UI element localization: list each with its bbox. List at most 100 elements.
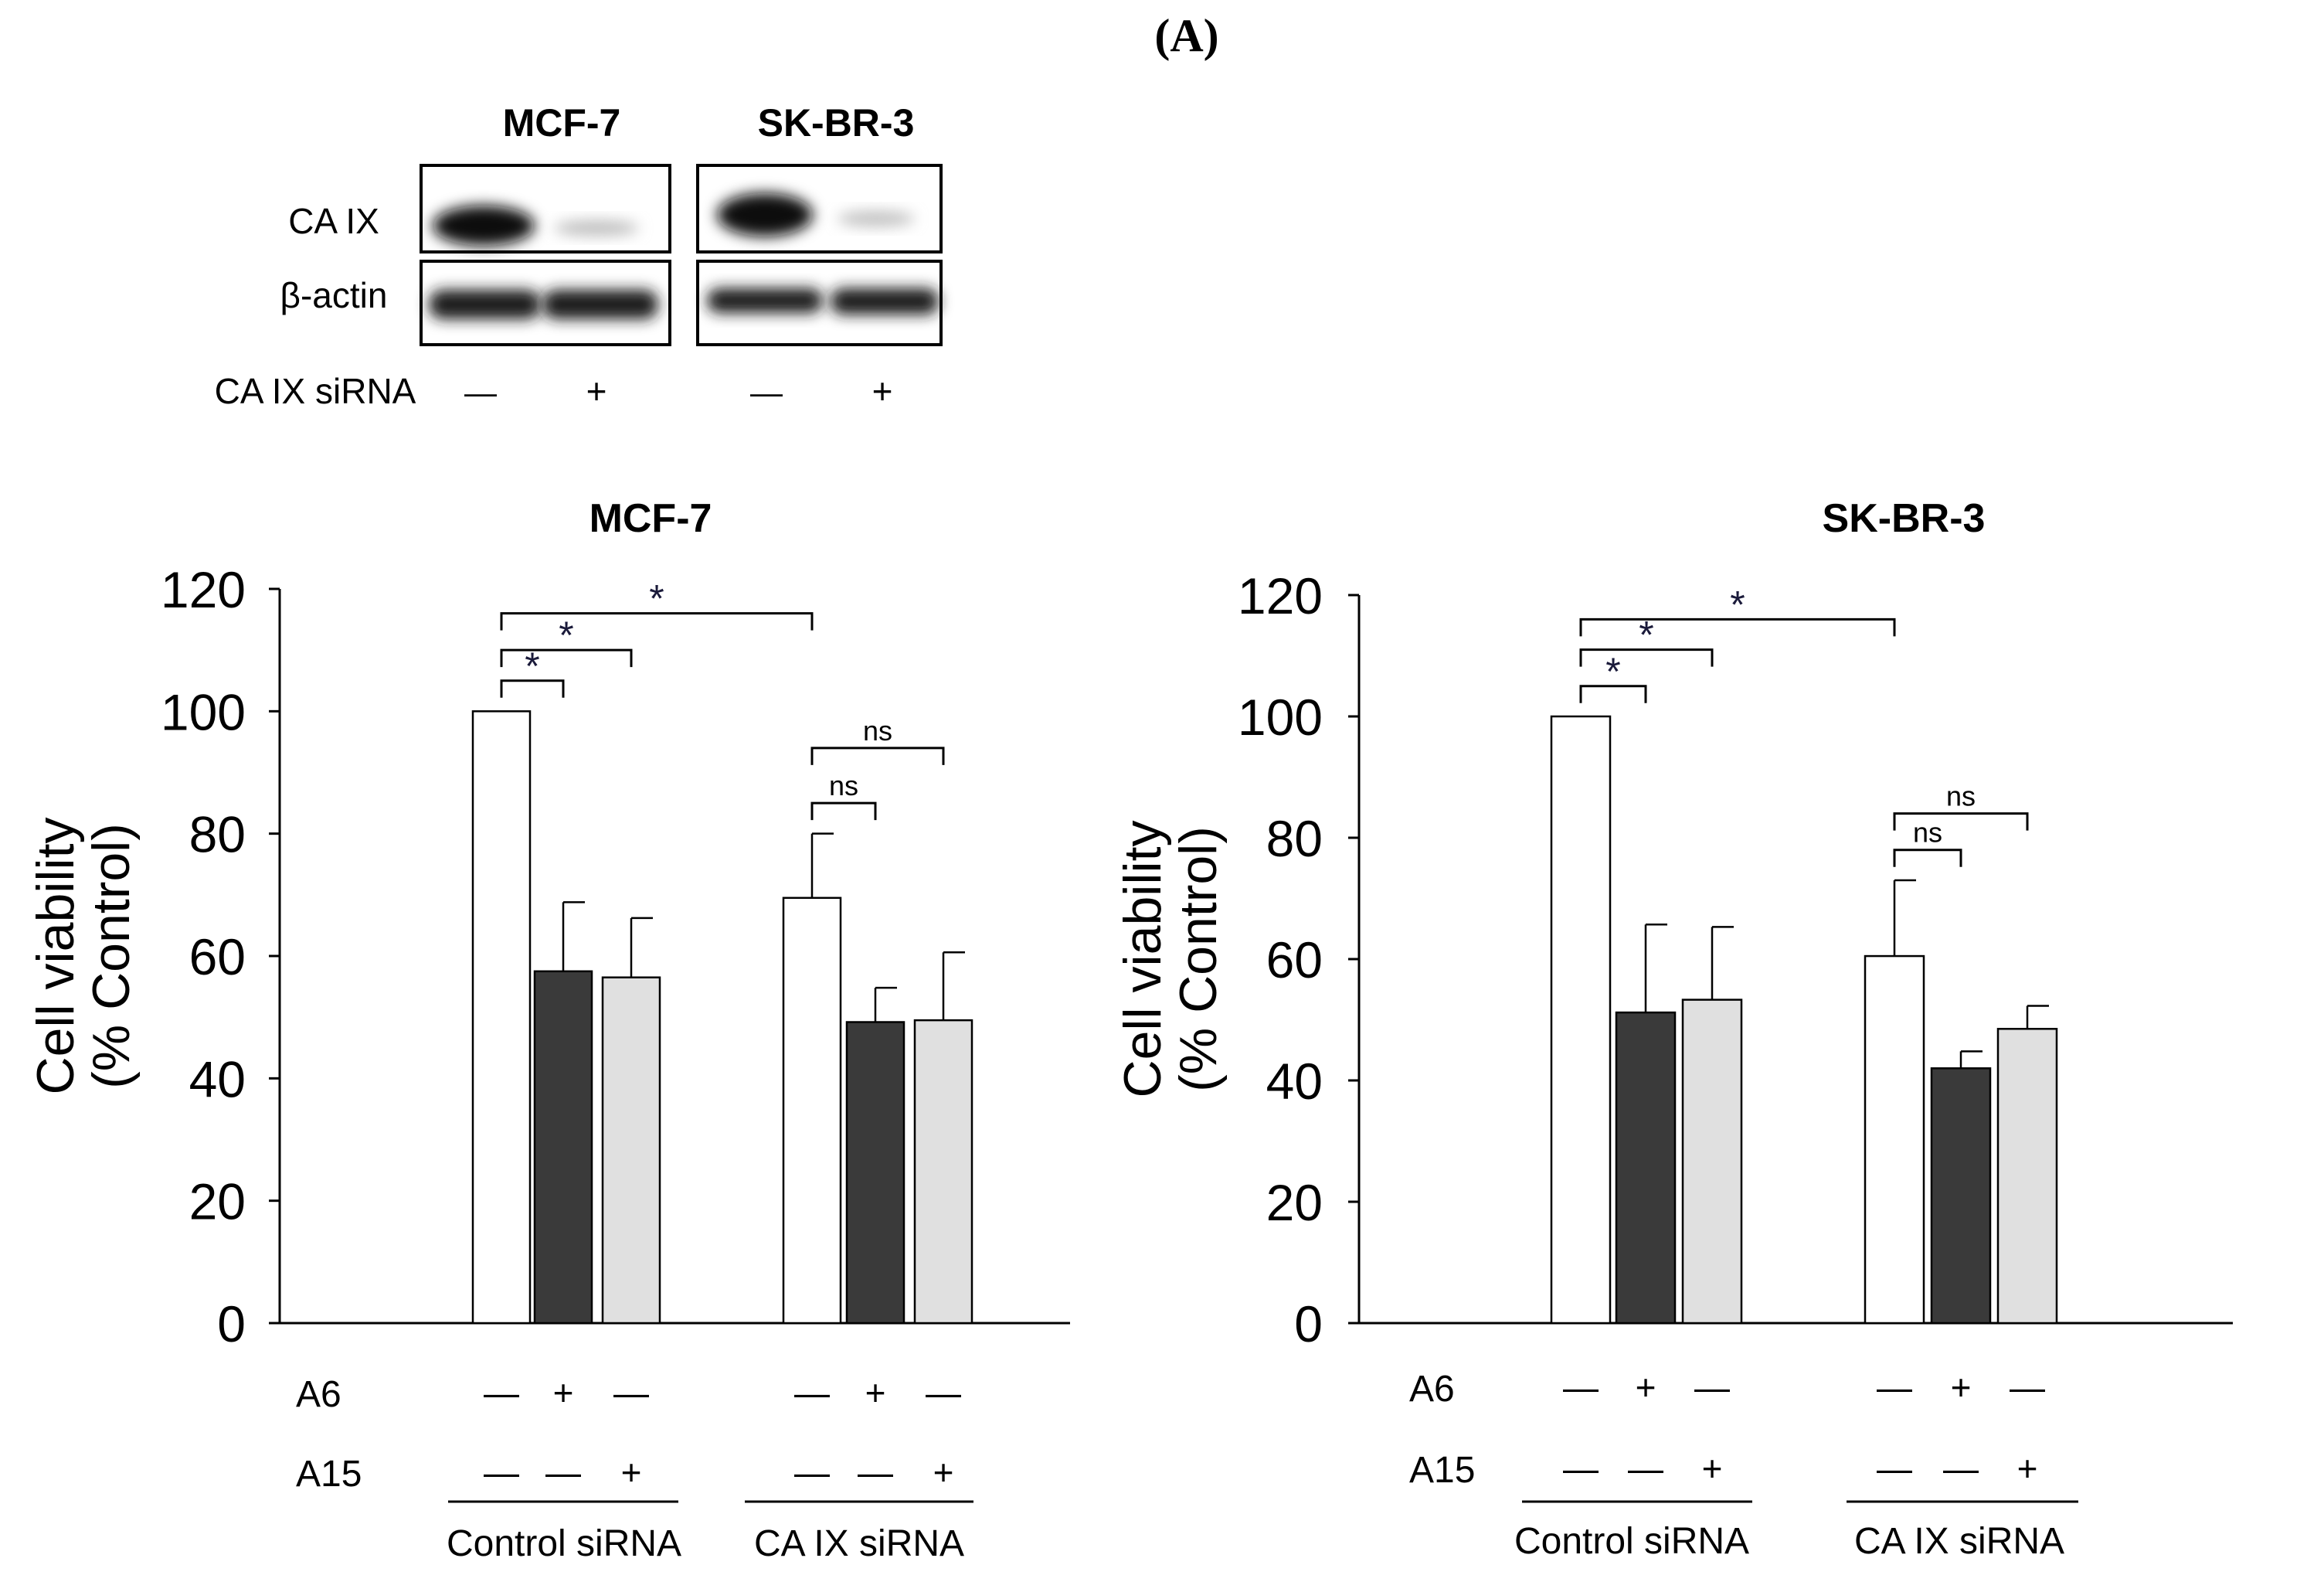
a15-sign: —	[545, 1452, 581, 1492]
row-label: A15	[296, 1454, 362, 1495]
a15-sign: +	[621, 1452, 642, 1492]
a15-sign: —	[484, 1452, 519, 1492]
a6-sign: —	[613, 1373, 649, 1413]
significance-label: ns	[829, 770, 858, 801]
blot-treatment-label: CA IX siRNA	[215, 371, 416, 411]
group-label: CA IX siRNA	[1854, 1521, 2064, 1562]
row-label: A6	[296, 1374, 341, 1415]
significance-label: ns	[1913, 817, 1942, 849]
significance-label: ns	[1946, 781, 1976, 812]
panel-label: (A)	[1154, 10, 1218, 61]
bar	[1864, 954, 1925, 1325]
y-tick-label: 60	[189, 928, 246, 985]
significance-bracket	[1893, 849, 1962, 867]
y-axis-label-line2: (% Control)	[82, 823, 141, 1089]
significance-bracket	[810, 747, 945, 765]
a6-sign: —	[1694, 1367, 1730, 1407]
band-actin-mcf7-2	[542, 290, 658, 319]
bar	[471, 710, 532, 1325]
a15-sign: —	[1877, 1448, 1912, 1488]
y-tick-label: 0	[217, 1295, 246, 1352]
y-tick-label: 80	[1266, 810, 1323, 867]
a6-sign: —	[484, 1373, 519, 1413]
a6-sign: —	[926, 1373, 961, 1413]
y-tick-label: 20	[1266, 1174, 1323, 1231]
chart-title: SK-BR-3	[1823, 496, 1986, 541]
bar	[1681, 999, 1743, 1325]
band-actin-mcf7-1	[429, 290, 541, 319]
a6-sign: +	[865, 1373, 886, 1413]
a15-sign: —	[794, 1452, 830, 1492]
significance-bracket	[500, 612, 814, 631]
bar	[782, 896, 842, 1325]
significance-bracket	[1893, 812, 2029, 831]
group-label: Control siRNA	[1514, 1521, 1749, 1562]
y-axis-label-line1: Cell viability	[1113, 821, 1172, 1098]
a6-sign: —	[1563, 1367, 1599, 1407]
group-label: CA IX siRNA	[754, 1523, 964, 1564]
western-blot: MCF-7 SK-BR-3 CA IX β-actin CA IX siRNA …	[215, 101, 943, 411]
a15-sign: +	[933, 1452, 954, 1492]
row-label: A15	[1409, 1450, 1475, 1491]
band-caix-skbr3-sirna	[838, 211, 915, 226]
blot-lane-sign-3: —	[750, 374, 783, 410]
y-tick-label: 80	[189, 806, 246, 863]
a15-sign: +	[2017, 1448, 2038, 1488]
chart-mcf7: MCF-7 Cell viability(% Control) 0 20 40 60 80 1…	[26, 496, 1070, 1564]
bar	[845, 1021, 905, 1325]
bar	[1996, 1028, 2058, 1325]
bar	[913, 1019, 973, 1325]
y-axis-label: Cell viability(% Control)	[1113, 821, 1228, 1098]
a15-sign: —	[1563, 1448, 1599, 1488]
a6-sign: —	[2010, 1367, 2045, 1407]
significance-bracket	[500, 648, 633, 668]
band-caix-mcf7-control	[433, 206, 535, 246]
bar	[601, 976, 661, 1325]
blot-row-label-caix: CA IX	[288, 201, 379, 241]
blot-lane-sign-4: +	[872, 371, 893, 411]
a6-sign: +	[553, 1373, 574, 1413]
blot-row-label-actin: β-actin	[280, 275, 388, 315]
band-caix-skbr3-control	[717, 193, 813, 236]
significance-bracket	[500, 679, 565, 698]
y-tick-label: 100	[1238, 689, 1323, 746]
a15-sign: +	[1702, 1448, 1723, 1488]
significance-label: *	[1639, 614, 1653, 657]
a15-sign: —	[1628, 1448, 1663, 1488]
y-tick-label: 60	[1266, 931, 1323, 988]
blot-lane-sign-2: +	[586, 371, 607, 411]
significance-label: *	[525, 645, 539, 688]
chart-skbr3: SK-BR-3 Cell viability(% Control) 0 20 40 60 8…	[1113, 496, 2233, 1562]
bar	[1615, 1011, 1677, 1325]
y-tick-label: 0	[1294, 1295, 1323, 1352]
significance-label: ns	[863, 715, 892, 747]
y-axis-label: Cell viability(% Control)	[26, 818, 141, 1095]
bar	[533, 970, 593, 1325]
band-actin-skbr3-2	[831, 288, 939, 315]
a6-sign: —	[1877, 1367, 1912, 1407]
significance-bracket	[1579, 685, 1647, 703]
significance-bracket	[810, 801, 877, 821]
bar	[1930, 1067, 1992, 1325]
a6-sign: +	[1636, 1367, 1656, 1407]
band-caix-mcf7-sirna	[554, 220, 639, 236]
y-tick-label: 40	[189, 1050, 246, 1107]
significance-label: *	[649, 577, 664, 621]
a15-sign: —	[1943, 1448, 1979, 1488]
significance-label: *	[1730, 583, 1745, 626]
a6-sign: +	[1951, 1367, 1972, 1407]
chart-title: MCF-7	[589, 496, 712, 541]
y-tick-label: 20	[189, 1173, 246, 1230]
significance-bracket	[1579, 648, 1714, 667]
a15-sign: —	[858, 1452, 893, 1492]
significance-label: *	[1605, 650, 1620, 693]
y-axis-label-line2: (% Control)	[1169, 826, 1228, 1092]
blot-title-skbr3: SK-BR-3	[758, 101, 915, 145]
row-label: A6	[1409, 1369, 1455, 1410]
bar	[1550, 715, 1612, 1325]
significance-label: *	[559, 614, 573, 657]
blot-title-mcf7: MCF-7	[503, 101, 621, 145]
group-label: Control siRNA	[447, 1523, 681, 1564]
significance-bracket	[1579, 617, 1896, 637]
